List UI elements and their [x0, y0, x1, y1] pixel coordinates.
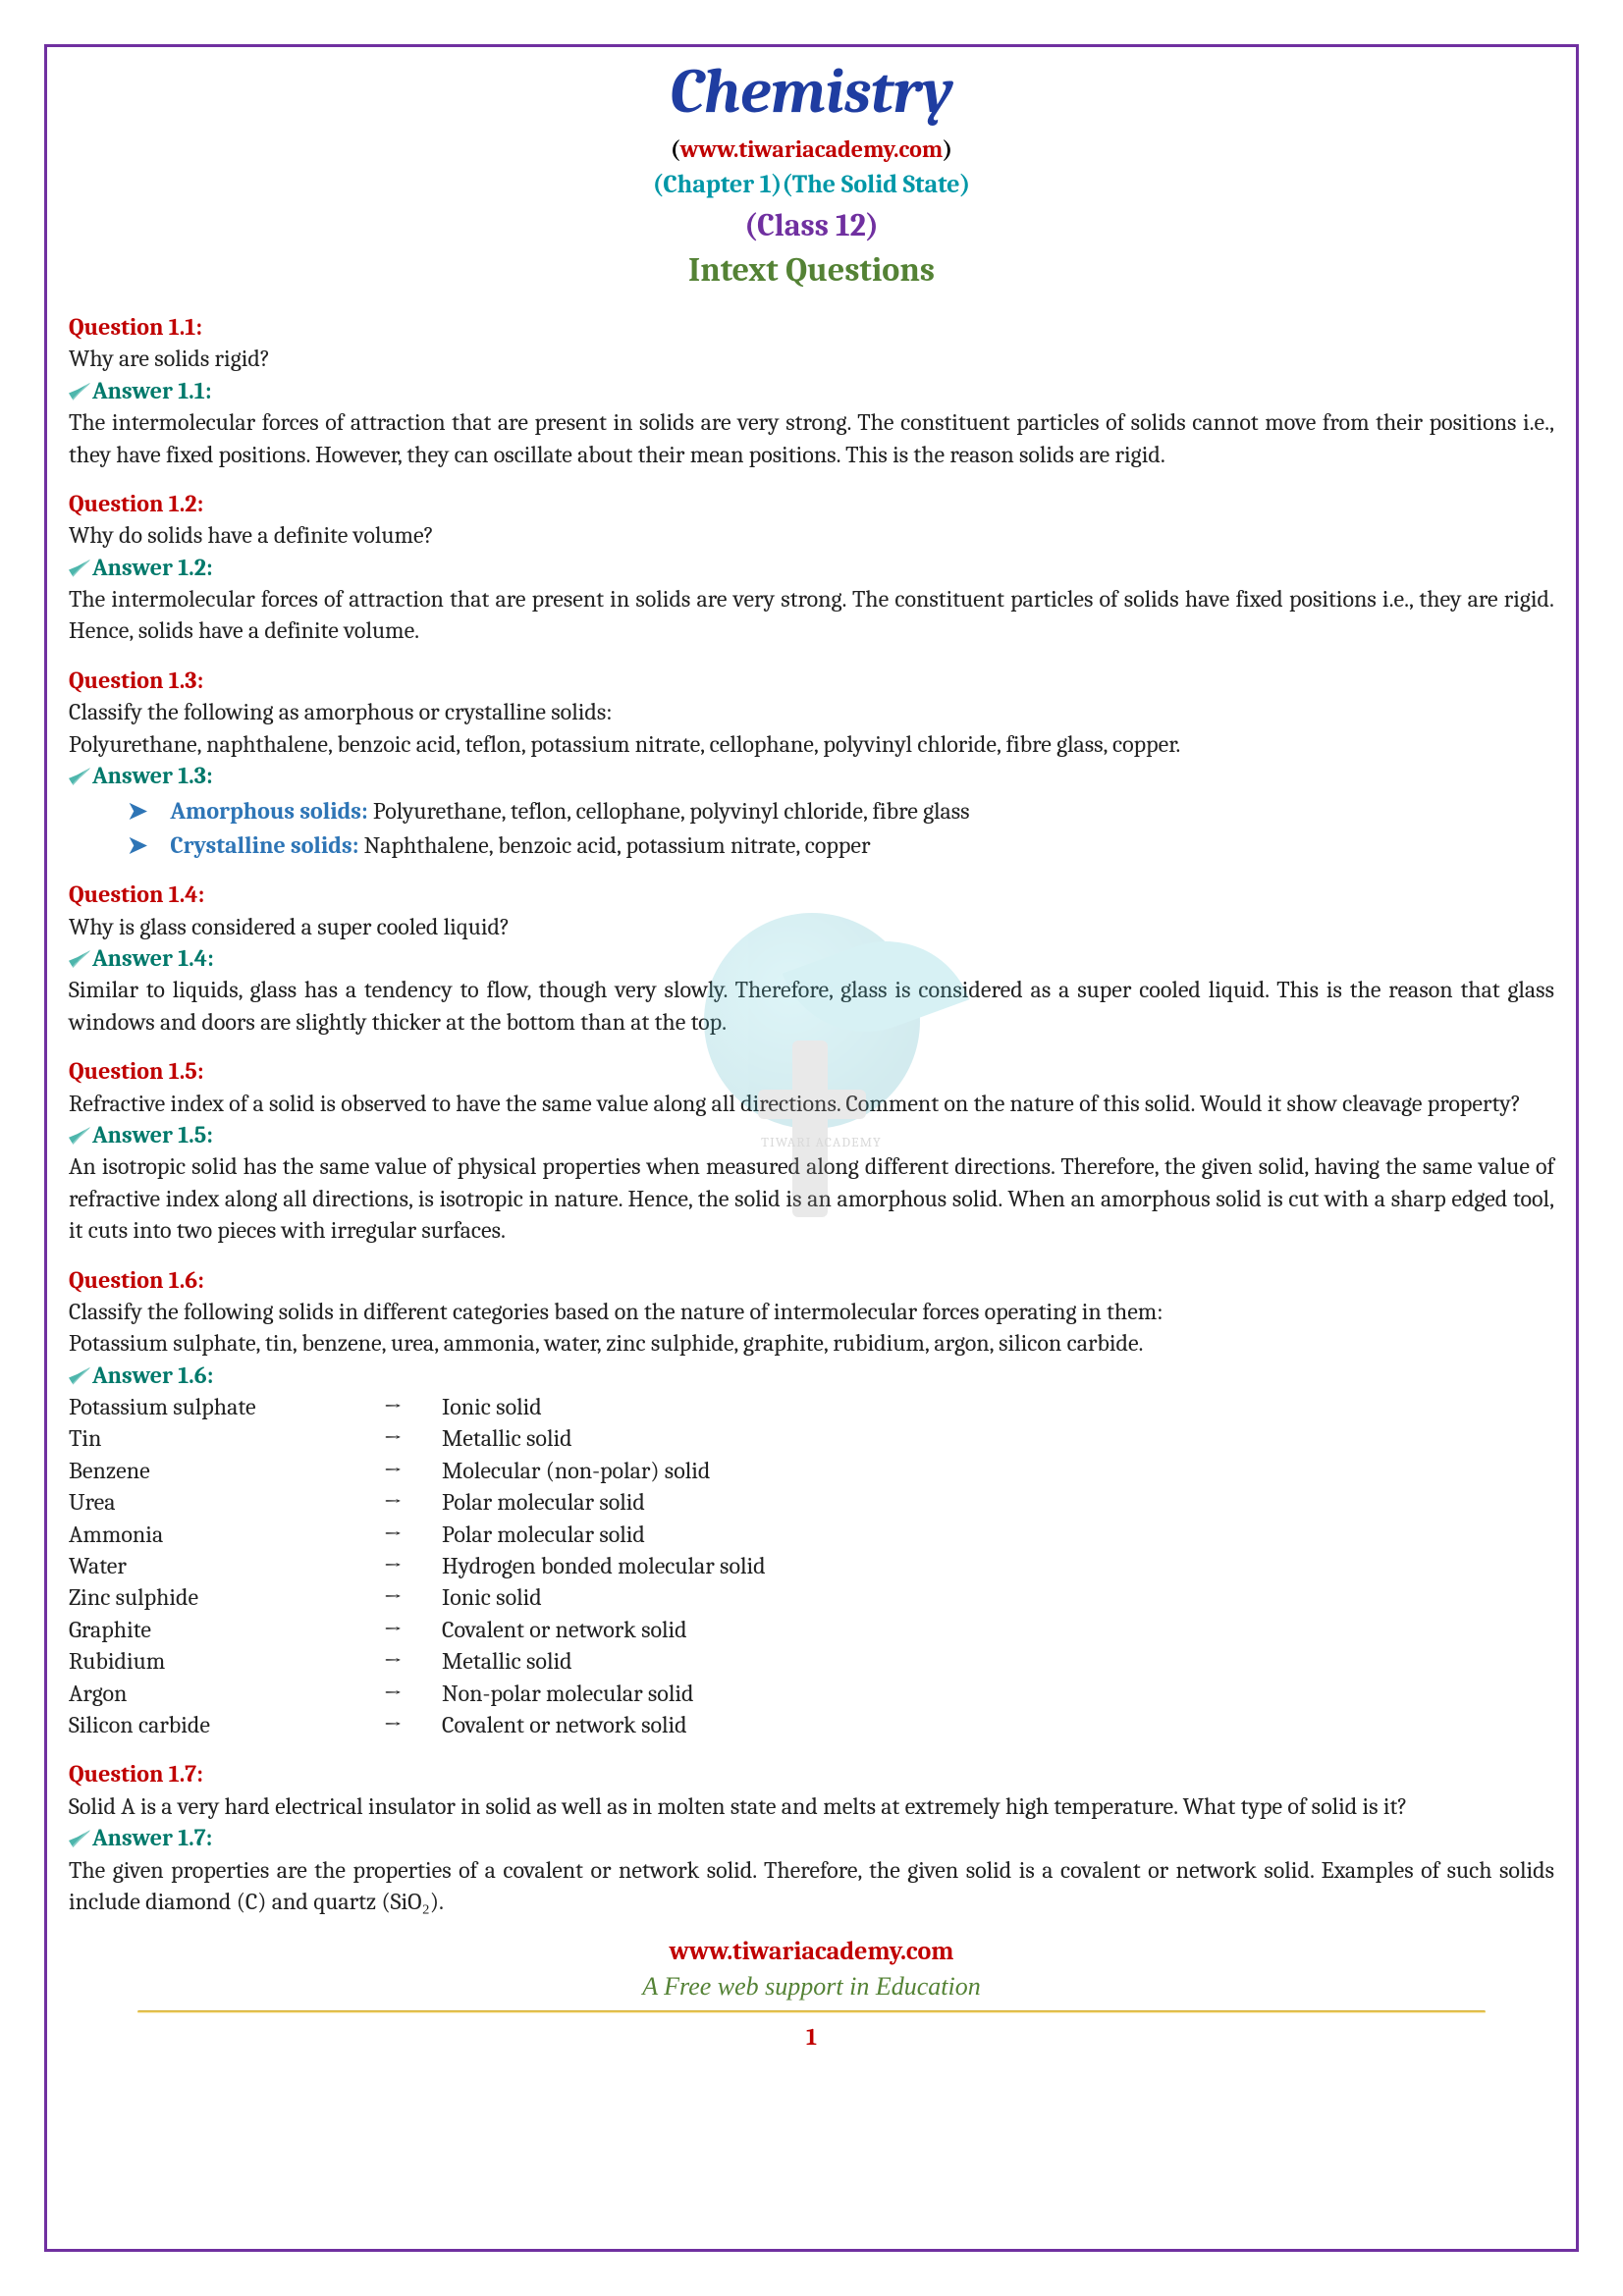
answer-label: Answer 1.5:	[69, 1119, 1554, 1150]
answer-label: Answer 1.6:	[69, 1360, 1554, 1391]
answer-label: Answer 1.1:	[69, 375, 1554, 406]
answer-label: Answer 1.4:	[69, 942, 1554, 974]
answer-label: Answer 1.7:	[69, 1822, 1554, 1853]
answer-label: Answer 1.2:	[69, 552, 1554, 583]
answer-label: Answer 1.3:	[69, 760, 1554, 791]
